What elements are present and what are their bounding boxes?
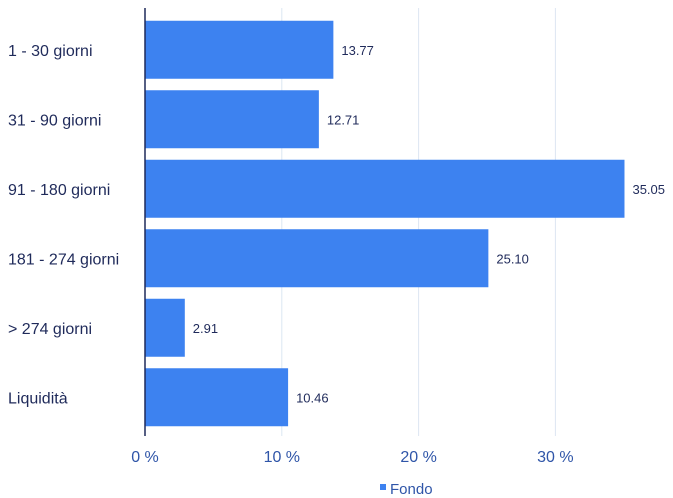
bar-274-giorni[interactable]	[145, 298, 185, 357]
value-label-274-giorni: 2.91	[193, 321, 218, 336]
value-label-91-180-giorni: 35.05	[632, 182, 665, 197]
category-label-181-274-giorni: 181 - 274 giorni	[8, 251, 119, 268]
value-label-1-30-giorni: 13.77	[341, 43, 374, 58]
x-tick-label-30: 30 %	[537, 449, 573, 466]
value-labels: 13.77 12.71 35.05 25.10 2.91 10.46	[193, 43, 665, 406]
value-label-31-90-giorni: 12.71	[327, 112, 360, 127]
category-label-274-giorni: > 274 giorni	[8, 321, 92, 338]
x-tick-label-20: 20 %	[400, 449, 436, 466]
bar-181-274-giorni[interactable]	[145, 229, 489, 288]
legend-swatch-fondo	[380, 484, 386, 490]
legend-label-fondo: Fondo	[390, 481, 433, 498]
x-tick-labels: 0 % 10 % 20 % 30 %	[131, 449, 573, 466]
bars	[145, 20, 625, 427]
bar-31-90-giorni[interactable]	[145, 90, 319, 149]
value-label-181-274-giorni: 25.10	[496, 251, 529, 266]
value-label-liquidit: 10.46	[296, 390, 329, 405]
bar-liquidit[interactable]	[145, 368, 289, 427]
category-label-1-30-giorni: 1 - 30 giorni	[8, 43, 93, 60]
gridlines	[281, 8, 556, 436]
legend[interactable]: Fondo	[380, 481, 433, 498]
bar-91-180-giorni[interactable]	[145, 159, 625, 218]
bar-1-30-giorni[interactable]	[145, 20, 334, 79]
category-label-liquidit: Liquidità	[8, 390, 68, 407]
x-tick-label-0: 0 %	[131, 449, 159, 466]
category-labels: 1 - 30 giorni 31 - 90 giorni 91 - 180 gior…	[8, 43, 119, 408]
category-label-31-90-giorni: 31 - 90 giorni	[8, 112, 101, 129]
category-label-91-180-giorni: 91 - 180 giorni	[8, 182, 110, 199]
x-tick-label-10: 10 %	[264, 449, 300, 466]
